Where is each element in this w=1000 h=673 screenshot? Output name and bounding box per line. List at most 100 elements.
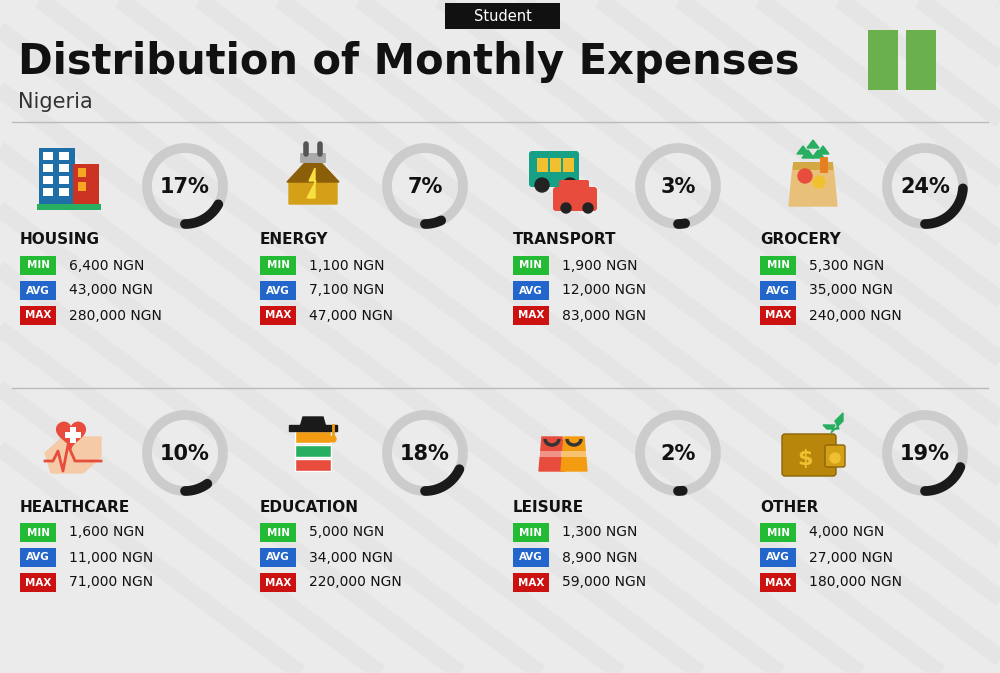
Text: $: $: [797, 449, 813, 469]
Text: LEISURE: LEISURE: [513, 499, 584, 514]
Polygon shape: [539, 437, 565, 471]
Text: AVG: AVG: [519, 285, 543, 295]
Text: 8,900 NGN: 8,900 NGN: [562, 551, 638, 565]
Text: ENERGY: ENERGY: [260, 232, 328, 248]
Text: 7%: 7%: [407, 177, 443, 197]
FancyBboxPatch shape: [295, 431, 331, 443]
FancyBboxPatch shape: [563, 158, 574, 172]
FancyBboxPatch shape: [553, 187, 597, 211]
FancyBboxPatch shape: [73, 164, 99, 204]
FancyBboxPatch shape: [39, 148, 75, 204]
FancyBboxPatch shape: [20, 281, 56, 299]
Polygon shape: [823, 413, 843, 433]
Text: 7,100 NGN: 7,100 NGN: [309, 283, 384, 297]
FancyBboxPatch shape: [513, 548, 549, 567]
FancyBboxPatch shape: [260, 281, 296, 299]
Text: MIN: MIN: [26, 260, 50, 271]
Polygon shape: [287, 154, 339, 182]
FancyBboxPatch shape: [513, 256, 549, 275]
Circle shape: [330, 436, 336, 442]
Text: OTHER: OTHER: [760, 499, 818, 514]
Text: AVG: AVG: [766, 553, 790, 563]
FancyBboxPatch shape: [825, 445, 845, 467]
FancyBboxPatch shape: [43, 188, 53, 196]
Text: MIN: MIN: [767, 528, 790, 538]
Circle shape: [813, 176, 825, 188]
FancyBboxPatch shape: [20, 306, 56, 324]
FancyBboxPatch shape: [793, 162, 833, 170]
Text: 3%: 3%: [660, 177, 696, 197]
FancyBboxPatch shape: [445, 3, 560, 29]
FancyBboxPatch shape: [782, 434, 836, 476]
Polygon shape: [307, 168, 316, 198]
Text: MIN: MIN: [767, 260, 790, 271]
Text: 71,000 NGN: 71,000 NGN: [69, 575, 153, 590]
Polygon shape: [817, 146, 829, 154]
FancyBboxPatch shape: [760, 573, 796, 592]
FancyBboxPatch shape: [260, 256, 296, 275]
Text: MIN: MIN: [266, 260, 290, 271]
Text: 220,000 NGN: 220,000 NGN: [309, 575, 402, 590]
Text: 1,600 NGN: 1,600 NGN: [69, 526, 144, 540]
FancyBboxPatch shape: [20, 573, 56, 592]
FancyBboxPatch shape: [513, 522, 549, 542]
FancyBboxPatch shape: [43, 176, 53, 184]
FancyBboxPatch shape: [43, 152, 53, 160]
Text: 43,000 NGN: 43,000 NGN: [69, 283, 153, 297]
Text: 2%: 2%: [660, 444, 696, 464]
FancyBboxPatch shape: [820, 157, 828, 173]
Text: TRANSPORT: TRANSPORT: [513, 232, 616, 248]
Text: EDUCATION: EDUCATION: [260, 499, 359, 514]
FancyBboxPatch shape: [65, 432, 81, 438]
Polygon shape: [797, 146, 809, 154]
Polygon shape: [289, 425, 337, 431]
FancyBboxPatch shape: [260, 573, 296, 592]
FancyBboxPatch shape: [537, 158, 548, 172]
Text: 24%: 24%: [900, 177, 950, 197]
Text: MAX: MAX: [765, 577, 791, 588]
Text: HEALTHCARE: HEALTHCARE: [20, 499, 130, 514]
FancyBboxPatch shape: [906, 30, 936, 90]
FancyBboxPatch shape: [78, 168, 86, 177]
Text: 18%: 18%: [400, 444, 450, 464]
FancyBboxPatch shape: [59, 188, 69, 196]
Text: 11,000 NGN: 11,000 NGN: [69, 551, 153, 565]
Polygon shape: [289, 158, 337, 204]
Polygon shape: [802, 150, 814, 158]
FancyBboxPatch shape: [760, 306, 796, 324]
FancyBboxPatch shape: [295, 459, 331, 471]
Circle shape: [798, 169, 812, 183]
Circle shape: [535, 178, 549, 192]
Polygon shape: [807, 140, 819, 148]
Polygon shape: [57, 422, 85, 448]
FancyBboxPatch shape: [559, 180, 589, 198]
Text: 5,000 NGN: 5,000 NGN: [309, 526, 384, 540]
Polygon shape: [789, 166, 837, 206]
Text: GROCERY: GROCERY: [760, 232, 841, 248]
Text: 47,000 NGN: 47,000 NGN: [309, 308, 393, 322]
Text: MIN: MIN: [520, 528, 542, 538]
Text: 34,000 NGN: 34,000 NGN: [309, 551, 393, 565]
Text: AVG: AVG: [766, 285, 790, 295]
FancyBboxPatch shape: [260, 306, 296, 324]
Text: AVG: AVG: [26, 285, 50, 295]
Text: 5,300 NGN: 5,300 NGN: [809, 258, 884, 273]
Text: 280,000 NGN: 280,000 NGN: [69, 308, 162, 322]
Text: MAX: MAX: [265, 310, 291, 320]
Text: MAX: MAX: [518, 577, 544, 588]
Text: MAX: MAX: [765, 310, 791, 320]
Text: MAX: MAX: [265, 577, 291, 588]
FancyBboxPatch shape: [78, 182, 86, 191]
FancyBboxPatch shape: [760, 548, 796, 567]
Text: 1,100 NGN: 1,100 NGN: [309, 258, 384, 273]
Text: 17%: 17%: [160, 177, 210, 197]
FancyBboxPatch shape: [550, 158, 561, 172]
Text: 19%: 19%: [900, 444, 950, 464]
FancyBboxPatch shape: [760, 256, 796, 275]
Text: Student: Student: [474, 9, 531, 24]
Text: MIN: MIN: [520, 260, 542, 271]
FancyBboxPatch shape: [59, 152, 69, 160]
Text: 4,000 NGN: 4,000 NGN: [809, 526, 884, 540]
FancyBboxPatch shape: [59, 176, 69, 184]
Text: 27,000 NGN: 27,000 NGN: [809, 551, 893, 565]
